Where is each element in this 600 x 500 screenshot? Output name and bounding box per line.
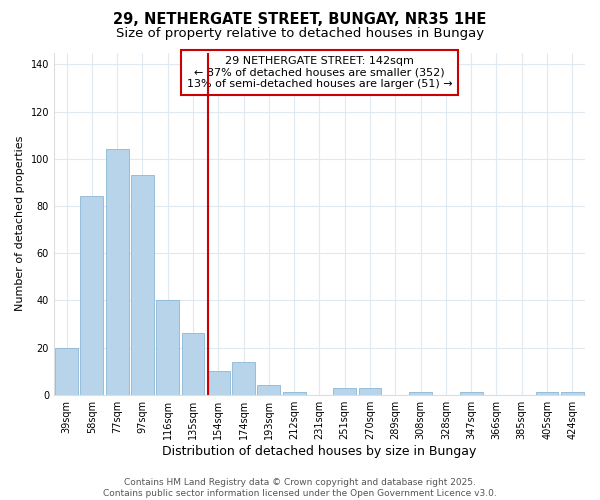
Text: 29, NETHERGATE STREET, BUNGAY, NR35 1HE: 29, NETHERGATE STREET, BUNGAY, NR35 1HE [113, 12, 487, 28]
Bar [257, 386, 280, 394]
Bar [334, 388, 356, 394]
Y-axis label: Number of detached properties: Number of detached properties [15, 136, 25, 312]
Bar [80, 196, 103, 394]
Bar [207, 371, 230, 394]
Bar [283, 392, 305, 394]
Bar [55, 348, 78, 395]
Bar [232, 362, 255, 394]
Text: Size of property relative to detached houses in Bungay: Size of property relative to detached ho… [116, 28, 484, 40]
Bar [157, 300, 179, 394]
Bar [131, 175, 154, 394]
Bar [106, 150, 128, 394]
X-axis label: Distribution of detached houses by size in Bungay: Distribution of detached houses by size … [162, 444, 476, 458]
Text: Contains HM Land Registry data © Crown copyright and database right 2025.
Contai: Contains HM Land Registry data © Crown c… [103, 478, 497, 498]
Bar [536, 392, 559, 394]
Bar [460, 392, 482, 394]
Text: 29 NETHERGATE STREET: 142sqm
← 87% of detached houses are smaller (352)
13% of s: 29 NETHERGATE STREET: 142sqm ← 87% of de… [187, 56, 452, 89]
Bar [561, 392, 584, 394]
Bar [359, 388, 382, 394]
Bar [182, 334, 205, 394]
Bar [409, 392, 432, 394]
